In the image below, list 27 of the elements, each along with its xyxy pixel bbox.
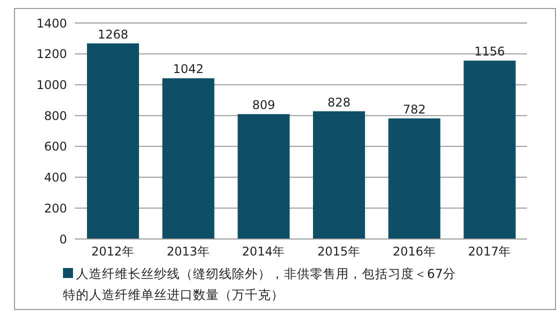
bar: [238, 114, 290, 239]
y-tick-label: 1400: [36, 16, 67, 30]
y-tick-label: 0: [59, 232, 67, 246]
data-label: 782: [402, 102, 426, 116]
x-tick-label: 2014年: [242, 244, 285, 259]
bar: [87, 43, 139, 239]
y-tick-label: 1000: [36, 78, 67, 92]
data-label: 1268: [98, 27, 128, 42]
y-tick-label: 200: [44, 201, 67, 216]
bar: [313, 111, 365, 239]
bar: [162, 78, 214, 239]
legend-label: 人造纤维长丝纱线（缝纫线除外），非供零售用，包括习度＜67分特的人造纤维单丝进口数量（万千克）: [63, 265, 457, 304]
x-tick-label: 2013年: [166, 244, 210, 259]
data-label: 828: [328, 95, 350, 110]
bar: [464, 60, 516, 239]
x-tick-label: 2015年: [317, 244, 360, 259]
y-tick-label: 800: [44, 108, 67, 123]
x-tick-label: 2016年: [392, 244, 436, 259]
x-tick-label: 2012年: [91, 244, 134, 259]
data-label: 1042: [173, 62, 204, 76]
y-tick-label: 400: [44, 170, 67, 185]
bar: [388, 118, 440, 239]
data-label: 1156: [474, 44, 505, 59]
data-label: 809: [252, 98, 276, 112]
y-tick-label: 1200: [36, 47, 67, 62]
y-tick-label: 600: [44, 140, 67, 154]
x-tick-label: 2017年: [468, 244, 511, 259]
